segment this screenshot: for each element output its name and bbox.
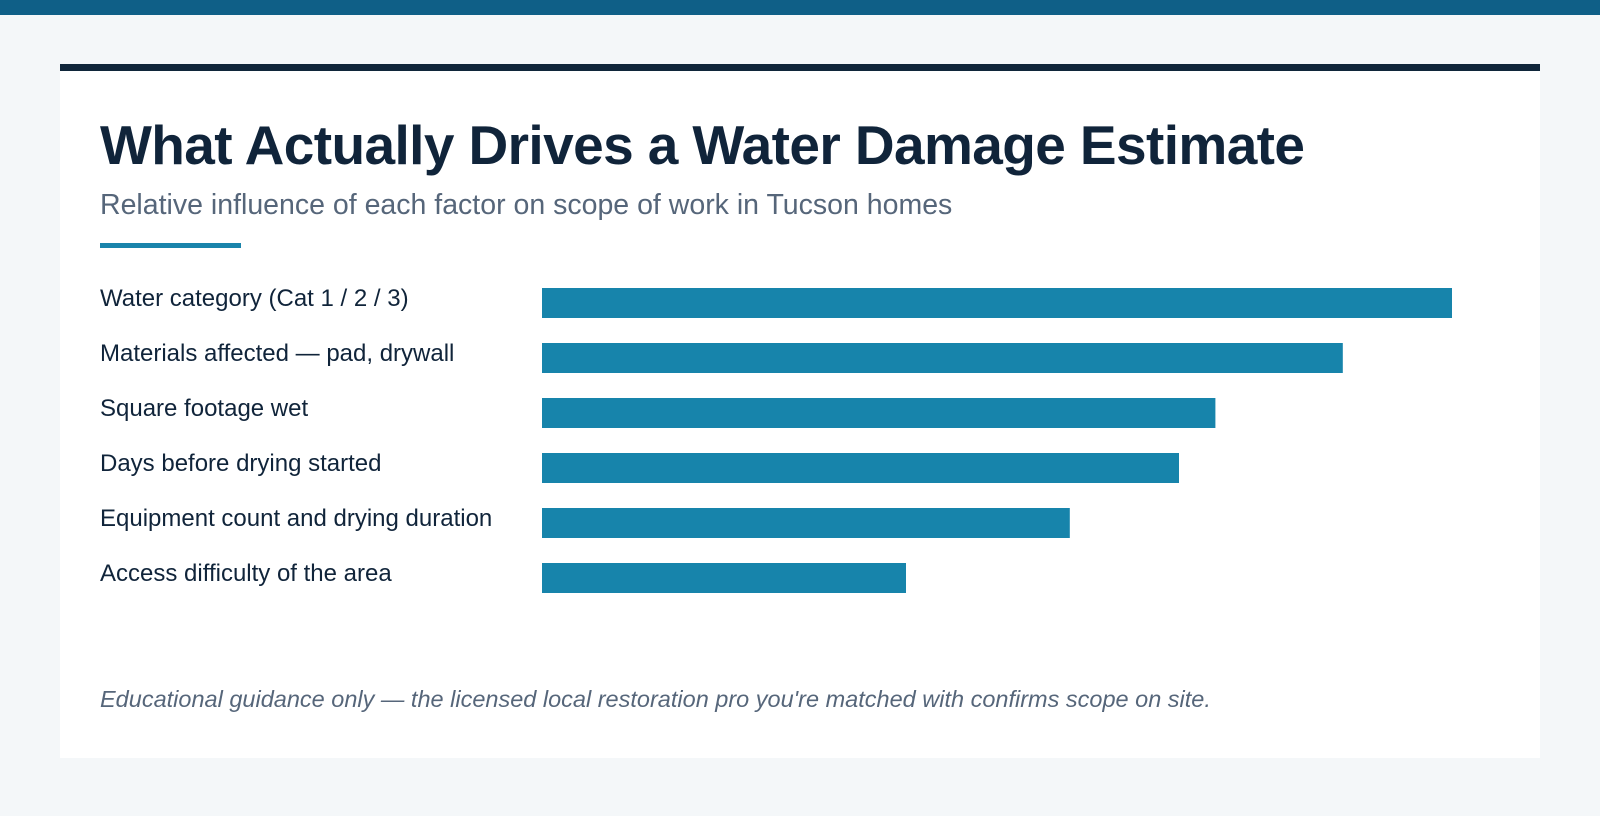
bar bbox=[542, 398, 1216, 428]
chart-subtitle: Relative influence of each factor on sco… bbox=[100, 189, 953, 221]
bar-label: Water category (Cat 1 / 2 / 3) bbox=[100, 285, 409, 312]
bar bbox=[542, 343, 1343, 373]
top-accent-band bbox=[0, 0, 1600, 15]
bar-label: Materials affected — pad, drywall bbox=[100, 340, 454, 367]
title-accent-rule bbox=[100, 243, 241, 248]
bar-label: Equipment count and drying duration bbox=[100, 505, 492, 532]
bar bbox=[542, 508, 1070, 538]
chart-title: What Actually Drives a Water Damage Esti… bbox=[100, 114, 1305, 176]
bar bbox=[542, 288, 1452, 318]
bar-chart: Water category (Cat 1 / 2 / 3) Materials … bbox=[100, 285, 1452, 593]
bar-label: Square footage wet bbox=[100, 395, 308, 422]
bar-label: Access difficulty of the area bbox=[100, 560, 392, 587]
chart-card: What Actually Drives a Water Damage Esti… bbox=[60, 64, 1540, 758]
footnote: Educational guidance only — the licensed… bbox=[100, 686, 1211, 712]
bar bbox=[542, 453, 1179, 483]
bar bbox=[542, 563, 906, 593]
bar-label: Days before drying started bbox=[100, 450, 381, 477]
